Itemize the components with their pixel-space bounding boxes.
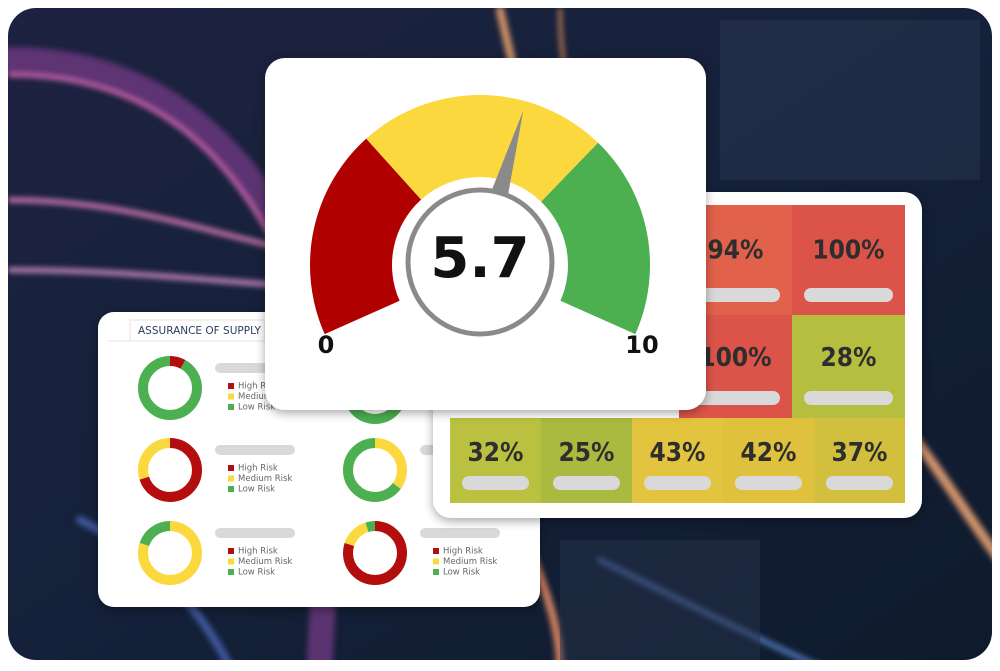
legend-label: Medium Risk — [443, 557, 497, 567]
donut-segment — [343, 438, 407, 502]
placeholder-bar — [553, 476, 620, 490]
cell-value: 37% — [832, 438, 888, 468]
gauge-band — [366, 95, 599, 202]
legend-swatch — [228, 383, 234, 389]
cell-value: 43% — [650, 438, 706, 468]
cell-value: 94% — [708, 236, 764, 266]
legend-swatch — [228, 404, 234, 410]
legend-label: Low Risk — [238, 568, 275, 578]
placeholder-bar — [462, 476, 529, 490]
cell-value: 32% — [468, 438, 524, 468]
donut-segment — [343, 521, 407, 585]
legend-swatch — [228, 569, 234, 575]
legend-swatch — [433, 548, 439, 554]
legend-label: Low Risk — [443, 568, 480, 578]
cell-value: 100% — [812, 236, 884, 266]
legend-label: Medium Risk — [238, 474, 292, 484]
legend-swatch — [228, 393, 234, 400]
placeholder-bar — [691, 288, 780, 302]
placeholder-bar — [826, 476, 893, 490]
gauge-min: 0 — [318, 331, 335, 359]
legend-swatch — [228, 475, 234, 482]
legend-label: Medium Risk — [238, 557, 292, 567]
gauge-hub — [405, 187, 555, 337]
legend-label: High Risk — [238, 382, 278, 392]
gauge-value: 5.7 — [430, 226, 529, 291]
gauge-band — [541, 142, 650, 335]
gauge-band — [310, 138, 422, 335]
legend-label: Medium Risk — [238, 392, 292, 402]
donut-segment — [138, 356, 202, 420]
legend-label: High Risk — [238, 464, 278, 474]
placeholder-bar — [215, 528, 295, 538]
placeholder-bar — [691, 391, 780, 405]
panel-title: ASSURANCE OF SUPPLY — [138, 325, 262, 337]
legend-swatch — [228, 486, 234, 492]
legend-label: High Risk — [238, 547, 278, 557]
legend-swatch — [433, 569, 439, 575]
placeholder-bar — [735, 476, 802, 490]
legend-swatch — [433, 558, 439, 565]
legend-label: High Risk — [443, 547, 483, 557]
cell-value: 100% — [699, 343, 771, 373]
gauge-max: 10 — [625, 331, 658, 359]
placeholder-bar — [804, 391, 893, 405]
cell-value: 25% — [559, 438, 615, 468]
placeholder-bar — [215, 445, 295, 455]
legend-swatch — [228, 548, 234, 554]
cell-value: 28% — [821, 343, 877, 373]
cell-value: 42% — [741, 438, 797, 468]
gauge-needle — [489, 111, 524, 201]
legend-label: Low Risk — [238, 403, 275, 413]
donut-segment — [138, 438, 202, 502]
gauge-card: 5.7 0 10 — [265, 58, 706, 410]
placeholder-bar — [420, 528, 500, 538]
placeholder-bar — [644, 476, 711, 490]
legend-swatch — [228, 558, 234, 565]
placeholder-bar — [804, 288, 893, 302]
legend-swatch — [228, 465, 234, 471]
legend-label: Low Risk — [238, 485, 275, 495]
donut-segment — [138, 521, 202, 585]
